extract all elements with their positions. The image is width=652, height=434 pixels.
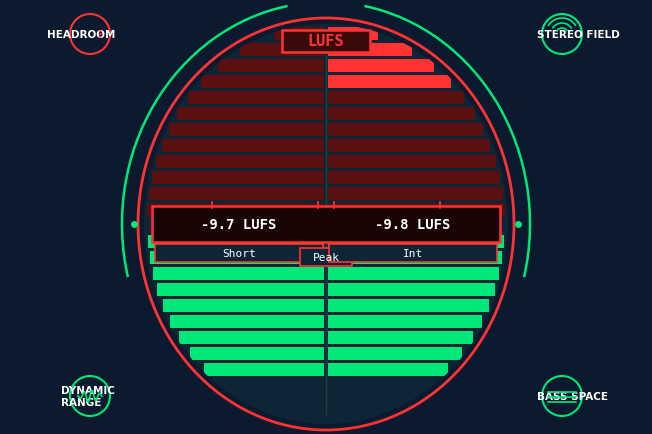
Bar — [240, 44, 324, 57]
Text: BASS SPACE: BASS SPACE — [537, 391, 608, 401]
Bar — [163, 299, 324, 312]
Bar — [153, 267, 324, 280]
Bar — [328, 140, 490, 153]
Text: -9.8 LUFS: -9.8 LUFS — [376, 217, 451, 231]
Bar — [328, 76, 451, 89]
Bar — [152, 171, 324, 184]
Bar — [148, 236, 324, 248]
Bar — [328, 236, 504, 248]
Bar — [170, 315, 324, 328]
Bar — [328, 28, 378, 41]
Bar — [328, 124, 483, 137]
Bar — [162, 140, 324, 153]
Bar — [149, 251, 324, 264]
Bar — [328, 267, 499, 280]
Bar — [328, 251, 503, 264]
Bar — [328, 187, 503, 201]
FancyBboxPatch shape — [329, 244, 497, 263]
Bar — [188, 92, 324, 105]
Bar — [328, 315, 482, 328]
Bar — [204, 363, 324, 376]
FancyBboxPatch shape — [152, 207, 500, 243]
Bar — [328, 204, 505, 217]
Ellipse shape — [144, 25, 508, 424]
Text: STEREO FIELD: STEREO FIELD — [537, 30, 620, 40]
Text: Peak: Peak — [312, 253, 340, 263]
Bar — [328, 60, 434, 73]
Text: -9.7 LUFS: -9.7 LUFS — [201, 217, 276, 231]
Bar — [147, 204, 324, 217]
Text: Int: Int — [403, 248, 423, 258]
Bar — [149, 187, 324, 201]
FancyBboxPatch shape — [155, 244, 323, 263]
Bar — [328, 156, 496, 169]
Text: DYNAMIC
RANGE: DYNAMIC RANGE — [61, 385, 115, 407]
Text: LUFS: LUFS — [308, 34, 344, 49]
Bar — [328, 92, 464, 105]
Text: Short: Short — [222, 248, 256, 258]
Bar — [177, 108, 324, 121]
Bar — [274, 28, 324, 41]
Bar — [179, 331, 324, 344]
Bar — [328, 171, 500, 184]
Bar — [157, 283, 324, 296]
Bar — [156, 156, 324, 169]
Bar — [328, 108, 475, 121]
Bar — [218, 60, 324, 73]
Text: HEADROOM: HEADROOM — [47, 30, 115, 40]
FancyBboxPatch shape — [282, 31, 370, 53]
Bar — [201, 76, 324, 89]
Bar — [328, 283, 495, 296]
Bar — [169, 124, 324, 137]
Ellipse shape — [144, 25, 508, 424]
Bar — [190, 347, 324, 360]
Bar — [328, 299, 489, 312]
Bar — [328, 44, 412, 57]
Bar — [328, 331, 473, 344]
Bar — [328, 347, 462, 360]
Bar — [328, 363, 448, 376]
FancyBboxPatch shape — [300, 248, 352, 266]
